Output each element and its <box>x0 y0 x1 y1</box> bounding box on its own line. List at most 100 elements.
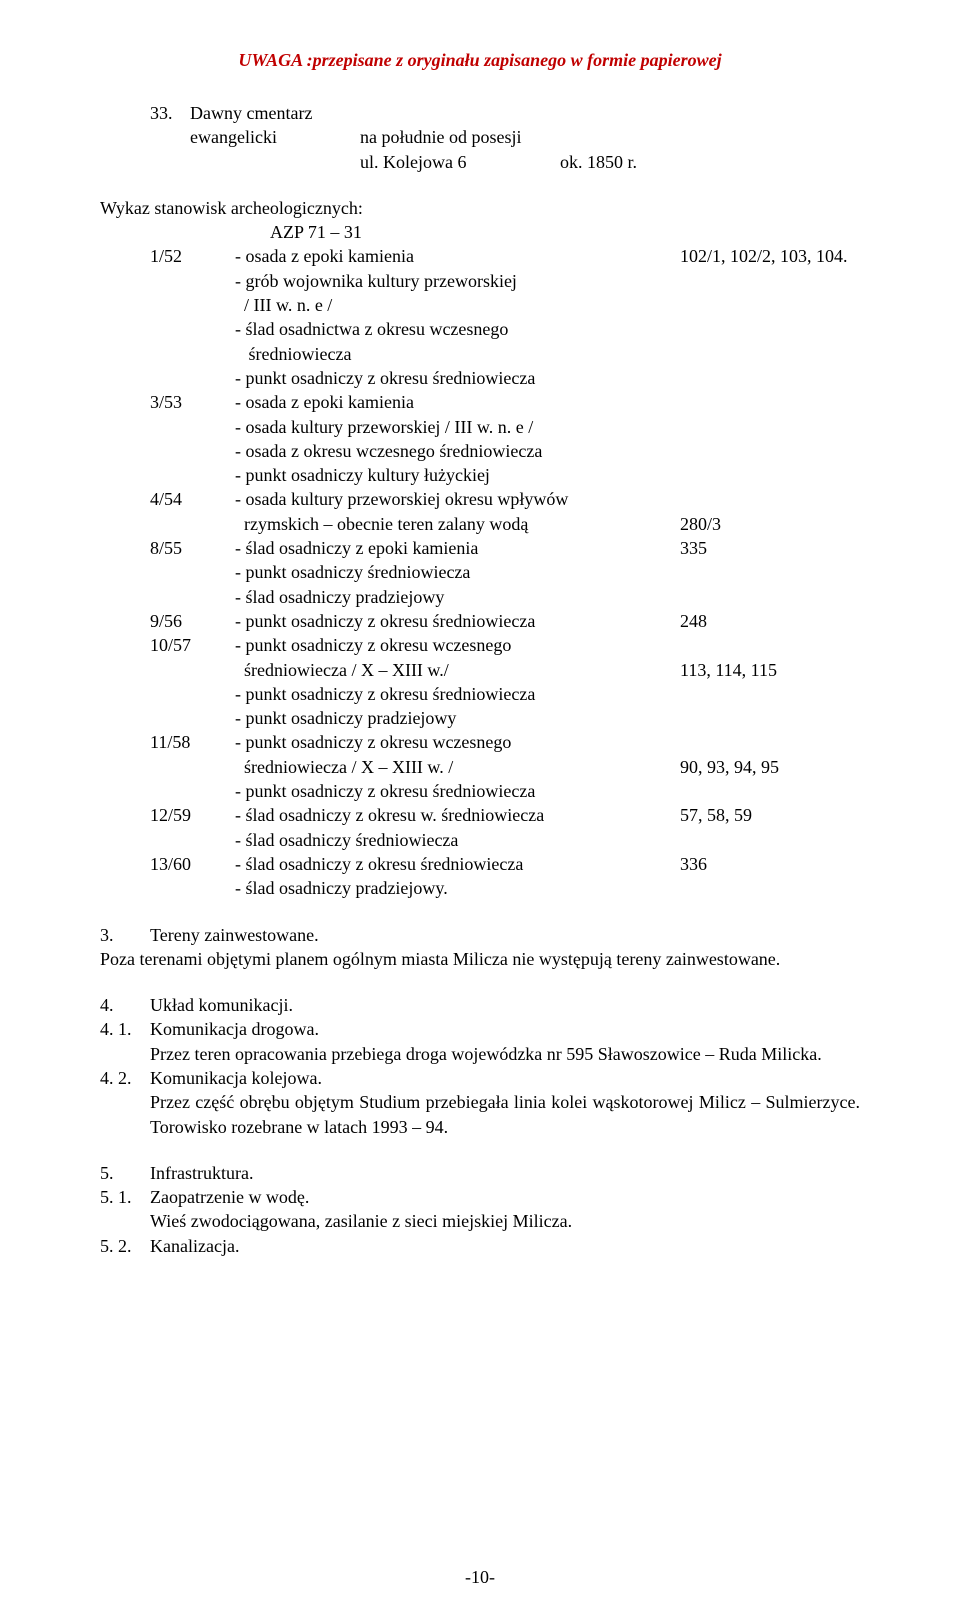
azp-sub-text: / III w. n. e / <box>235 293 675 317</box>
azp-id: 11/58 <box>150 730 235 754</box>
azp-sub-text: - grób wojownika kultury przeworskiej <box>235 269 675 293</box>
azp-id: 9/56 <box>150 609 235 633</box>
section-5-1-head: 5. 1. Zaopatrzenie w wodę. <box>100 1185 860 1209</box>
item-33-line1: 33. Dawny cmentarz <box>150 101 860 125</box>
azp-sub-text: - ślad osadnictwa z okresu wczesnego <box>235 317 675 341</box>
azp-subrow: - punkt osadniczy średniowiecza <box>150 560 860 584</box>
item-33-label: Dawny cmentarz <box>190 101 312 125</box>
section-3-head: 3. Tereny zainwestowane. <box>100 923 860 947</box>
azp-subrow: - ślad osadniczy pradziejowy. <box>150 876 860 900</box>
azp-subrow: / III w. n. e / <box>150 293 860 317</box>
azp-number: 102/1, 102/2, 103, 104. <box>675 244 860 268</box>
azp-row: 11/58- punkt osadniczy z okresu wczesneg… <box>150 730 860 754</box>
section-4-title: Układ komunikacji. <box>150 993 293 1017</box>
azp-sub-text: - ślad osadniczy pradziejowy. <box>235 876 675 900</box>
azp-row: 9/56- punkt osadniczy z okresu średniowi… <box>150 609 860 633</box>
item-33-sub1-text: na południe od posesji <box>360 125 521 149</box>
section-5-head: 5. Infrastruktura. <box>100 1161 860 1185</box>
azp-id: 13/60 <box>150 852 235 876</box>
azp-sub-text: - punkt osadniczy pradziejowy <box>235 706 675 730</box>
page-header: UWAGA :przepisane z oryginału zapisanego… <box>100 50 860 71</box>
azp-row: 10/57- punkt osadniczy z okresu wczesneg… <box>150 633 860 657</box>
document-page: UWAGA :przepisane z oryginału zapisanego… <box>0 0 960 1618</box>
azp-subrow: - ślad osadniczy średniowiecza <box>150 828 860 852</box>
section-4-2-body: Przez część obrębu objętym Studium przeb… <box>150 1090 860 1139</box>
section-5-2-head: 5. 2. Kanalizacja. <box>100 1234 860 1258</box>
azp-sub-number: 113, 114, 115 <box>675 658 860 682</box>
azp-sub-text: średniowiecza <box>235 342 675 366</box>
section-5-1-num: 5. 1. <box>100 1185 150 1209</box>
azp-sub-text: - punkt osadniczy z okresu średniowiecza <box>235 779 675 803</box>
item-33-line3: ul. Kolejowa 6 ok. 1850 r. <box>150 150 860 174</box>
azp-number: 248 <box>675 609 860 633</box>
section-4-head: 4. Układ komunikacji. <box>100 993 860 1017</box>
section-5-1-body: Wieś zwodociągowana, zasilanie z sieci m… <box>150 1209 860 1233</box>
azp-subrow: średniowiecza / X – XIII w./113, 114, 11… <box>150 658 860 682</box>
azp-id: 12/59 <box>150 803 235 827</box>
azp-line: - osada z epoki kamienia <box>235 244 675 268</box>
section-5: 5. Infrastruktura. 5. 1. Zaopatrzenie w … <box>100 1161 860 1258</box>
azp-row: 12/59- ślad osadniczy z okresu w. średni… <box>150 803 860 827</box>
item-33-sub2-right: ok. 1850 r. <box>560 150 637 174</box>
item-33-block: 33. Dawny cmentarz ewangelicki na połudn… <box>150 101 860 174</box>
spacer <box>190 150 360 174</box>
azp-subrow: - punkt osadniczy z okresu średniowiecza <box>150 682 860 706</box>
azp-line: - ślad osadniczy z okresu w. średniowiec… <box>235 803 675 827</box>
azp-row: 13/60- ślad osadniczy z okresu średniowi… <box>150 852 860 876</box>
azp-line: - ślad osadniczy z epoki kamienia <box>235 536 675 560</box>
section-3-body: Poza terenami objętymi planem ogólnym mi… <box>100 947 860 971</box>
azp-row: 3/53- osada z epoki kamienia <box>150 390 860 414</box>
section-4-2-head: 4. 2. Komunikacja kolejowa. <box>100 1066 860 1090</box>
azp-id: 4/54 <box>150 487 235 511</box>
azp-subrow: - punkt osadniczy kultury łużyckiej <box>150 463 860 487</box>
page-number: -10- <box>0 1567 960 1588</box>
azp-id: 3/53 <box>150 390 235 414</box>
azp-row: 1/52- osada z epoki kamienia102/1, 102/2… <box>150 244 860 268</box>
azp-subrow: - grób wojownika kultury przeworskiej <box>150 269 860 293</box>
azp-sub-text: - punkt osadniczy kultury łużyckiej <box>235 463 675 487</box>
azp-number: 336 <box>675 852 860 876</box>
azp-row: 4/54- osada kultury przeworskiej okresu … <box>150 487 860 511</box>
wykaz-block: Wykaz stanowisk archeologicznych: AZP 71… <box>100 196 860 901</box>
azp-subrow: średniowiecza / X – XIII w. /90, 93, 94,… <box>150 755 860 779</box>
azp-subrow: rzymskich – obecnie teren zalany wodą280… <box>150 512 860 536</box>
azp-sub-text: - ślad osadniczy średniowiecza <box>235 828 675 852</box>
azp-subrow: - punkt osadniczy pradziejowy <box>150 706 860 730</box>
section-4-num: 4. <box>100 993 150 1017</box>
item-33-number: 33. <box>150 101 190 125</box>
section-4-1-title: Komunikacja drogowa. <box>150 1017 319 1041</box>
azp-id: 8/55 <box>150 536 235 560</box>
section-5-1-title: Zaopatrzenie w wodę. <box>150 1185 309 1209</box>
azp-line: - osada kultury przeworskiej okresu wpły… <box>235 487 675 511</box>
section-4: 4. Układ komunikacji. 4. 1. Komunikacja … <box>100 993 860 1139</box>
wykaz-title: Wykaz stanowisk archeologicznych: <box>100 196 860 220</box>
azp-line: - ślad osadniczy z okresu średniowiecza <box>235 852 675 876</box>
section-5-title: Infrastruktura. <box>150 1161 253 1185</box>
azp-sub-number: 280/3 <box>675 512 860 536</box>
azp-sub-text: średniowiecza / X – XIII w./ <box>235 658 675 682</box>
section-3: 3. Tereny zainwestowane. Poza terenami o… <box>100 923 860 972</box>
azp-sub-text: - osada kultury przeworskiej / III w. n.… <box>235 415 675 439</box>
section-4-1-num: 4. 1. <box>100 1017 150 1041</box>
azp-sub-text: rzymskich – obecnie teren zalany wodą <box>235 512 675 536</box>
azp-sub-text: - punkt osadniczy z okresu średniowiecza <box>235 366 675 390</box>
azp-sub-text: - ślad osadniczy pradziejowy <box>235 585 675 609</box>
azp-line: - punkt osadniczy z okresu wczesnego <box>235 633 675 657</box>
azp-number: 335 <box>675 536 860 560</box>
azp-id: 10/57 <box>150 633 235 657</box>
item-33-line2: ewangelicki na południe od posesji <box>150 125 860 149</box>
section-4-1-body: Przez teren opracowania przebiega droga … <box>150 1042 860 1066</box>
azp-label: AZP 71 – 31 <box>270 220 860 244</box>
item-33-sub2-text: ul. Kolejowa 6 <box>360 150 560 174</box>
azp-line: - punkt osadniczy z okresu wczesnego <box>235 730 675 754</box>
section-3-title: Tereny zainwestowane. <box>150 923 319 947</box>
section-5-num: 5. <box>100 1161 150 1185</box>
item-33-sub1-label: ewangelicki <box>190 125 360 149</box>
section-5-2-num: 5. 2. <box>100 1234 150 1258</box>
section-5-2-title: Kanalizacja. <box>150 1234 239 1258</box>
azp-subrow: - punkt osadniczy z okresu średniowiecza <box>150 366 860 390</box>
azp-sub-text: - osada z okresu wczesnego średniowiecza <box>235 439 675 463</box>
azp-line: - punkt osadniczy z okresu średniowiecza <box>235 609 675 633</box>
azp-subrow: średniowiecza <box>150 342 860 366</box>
azp-subrow: - osada kultury przeworskiej / III w. n.… <box>150 415 860 439</box>
